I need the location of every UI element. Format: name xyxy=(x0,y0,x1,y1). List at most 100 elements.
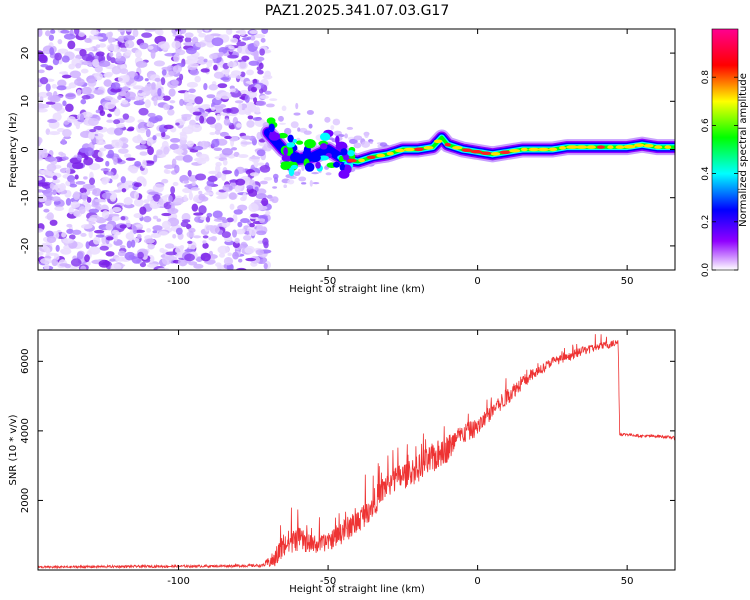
noise-blob xyxy=(225,29,233,35)
bottom-y-axis-label: SNR (10 * v/v) xyxy=(8,414,19,485)
ridge-blob xyxy=(309,153,321,163)
noise-blob xyxy=(38,137,42,146)
noise-blob xyxy=(81,86,93,95)
ridge-peak xyxy=(576,145,588,149)
noise-blob xyxy=(75,122,81,130)
noise-blob xyxy=(256,162,265,166)
noise-blob xyxy=(200,252,211,262)
noise-blob xyxy=(213,147,223,152)
noise-blob xyxy=(221,148,233,156)
noise-blob xyxy=(73,29,80,35)
noise-blob xyxy=(45,83,51,92)
noise-blob xyxy=(50,29,56,34)
noise-blob xyxy=(113,189,122,193)
noise-blob xyxy=(179,133,188,141)
noise-blob xyxy=(110,87,122,93)
noise-blob xyxy=(180,29,187,35)
noise-blob xyxy=(61,232,67,238)
noise-blob xyxy=(247,103,257,112)
noise-blob xyxy=(126,240,132,249)
noise-blob xyxy=(117,250,126,257)
noise-blob xyxy=(56,85,67,91)
noise-blob xyxy=(49,183,55,189)
noise-blob xyxy=(249,30,258,35)
noise-blob xyxy=(188,88,196,93)
noise-blob xyxy=(103,79,112,87)
noise-blob xyxy=(349,138,358,145)
noise-blob xyxy=(242,235,252,241)
noise-blob xyxy=(38,194,47,203)
noise-blob xyxy=(74,174,79,180)
noise-blob xyxy=(139,262,147,268)
noise-blob xyxy=(191,124,202,133)
noise-blob xyxy=(104,96,114,101)
noise-blob xyxy=(151,82,156,90)
noise-blob xyxy=(219,91,232,100)
noise-blob xyxy=(154,115,163,122)
ridge-blob xyxy=(339,163,346,171)
noise-blob xyxy=(136,233,142,239)
noise-blob xyxy=(240,135,252,139)
noise-blob xyxy=(247,90,258,99)
noise-blob xyxy=(91,36,104,40)
bottom-x-ticks: -100 -50 0 50 xyxy=(167,330,634,587)
bottom-y-ticks: 2000 4000 6000 xyxy=(20,349,675,513)
noise-blob xyxy=(62,100,67,107)
noise-blob xyxy=(161,220,171,230)
noise-blob xyxy=(235,178,246,186)
colorbar-scale xyxy=(711,28,739,271)
ridge-peak xyxy=(366,155,376,160)
noise-blob xyxy=(80,265,87,270)
noise-blob xyxy=(119,245,126,249)
noise-blob xyxy=(204,184,212,193)
noise-blob xyxy=(148,191,159,195)
noise-blob xyxy=(158,231,169,236)
noise-blob xyxy=(264,70,271,78)
noise-blob xyxy=(95,51,105,57)
noise-blob xyxy=(324,116,331,123)
noise-blob xyxy=(152,230,158,234)
ridge-peak xyxy=(634,143,645,147)
ridge-blob xyxy=(283,147,288,156)
noise-blob xyxy=(141,159,147,169)
noise-blob xyxy=(197,56,205,60)
noise-blob xyxy=(38,108,48,113)
noise-blob xyxy=(281,105,287,111)
noise-blob xyxy=(346,126,354,130)
noise-blob xyxy=(146,138,154,147)
noise-blob xyxy=(297,127,301,132)
noise-blob xyxy=(81,53,93,61)
noise-blob xyxy=(114,108,121,117)
noise-blob xyxy=(98,43,107,48)
noise-blob xyxy=(256,66,262,71)
noise-blob xyxy=(83,156,94,166)
noise-blob xyxy=(95,234,105,238)
noise-blob xyxy=(123,197,133,206)
noise-blob xyxy=(164,169,171,175)
noise-blob xyxy=(244,245,255,254)
noise-blob xyxy=(124,40,135,49)
noise-blob xyxy=(156,218,162,222)
noise-blob xyxy=(247,189,258,197)
noise-blob xyxy=(109,194,117,202)
noise-blob xyxy=(211,37,224,47)
noise-blob xyxy=(244,94,250,103)
noise-blob xyxy=(139,206,147,215)
colorbar-tick-label: 0.8 xyxy=(701,70,711,85)
noise-blob xyxy=(150,50,156,59)
noise-blob xyxy=(91,58,100,68)
noise-blob xyxy=(84,147,95,157)
noise-blob xyxy=(157,87,162,97)
ridge-peak xyxy=(444,142,451,147)
noise-blob xyxy=(89,129,97,133)
noise-blob xyxy=(134,49,143,58)
noise-blob xyxy=(65,103,74,112)
noise-blob xyxy=(216,113,221,121)
noise-blob xyxy=(64,263,71,269)
noise-blob xyxy=(98,259,110,268)
noise-blob xyxy=(239,61,247,69)
noise-blob xyxy=(77,154,83,161)
noise-blob xyxy=(111,66,122,75)
noise-blob xyxy=(128,184,134,188)
noise-blob xyxy=(257,70,264,75)
